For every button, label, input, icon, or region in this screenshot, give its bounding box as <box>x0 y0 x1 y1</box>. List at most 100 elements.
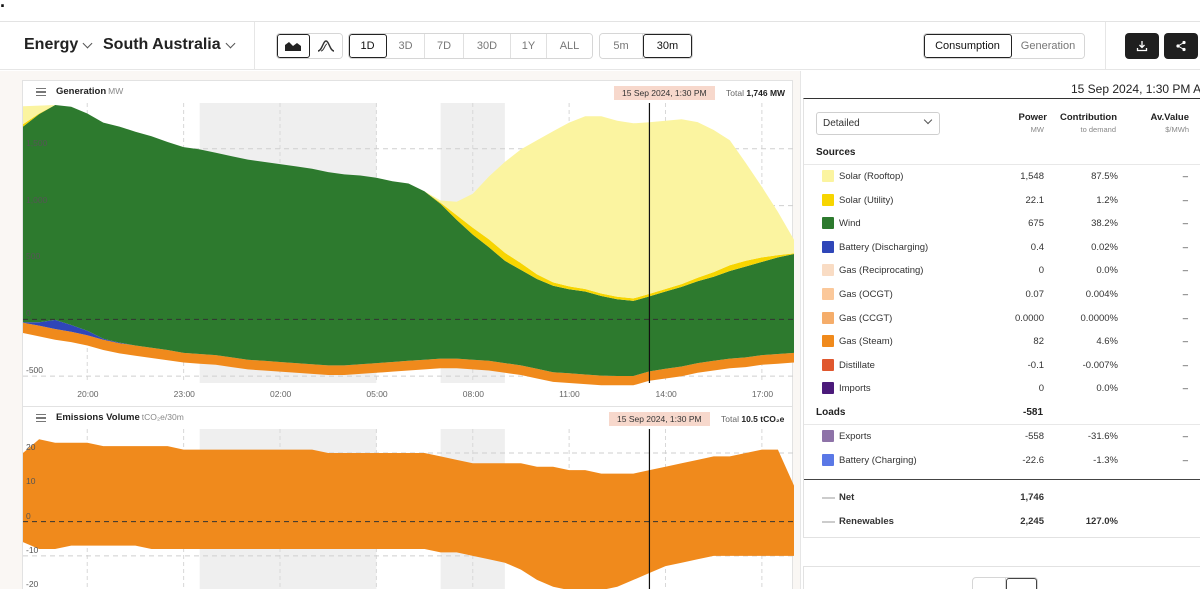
y-tick-label: -10 <box>26 544 39 555</box>
contribution-value: 0.0000% <box>1080 312 1118 324</box>
renewables-label: Renewables <box>839 516 894 527</box>
source-name: Gas (Steam) <box>839 336 893 348</box>
source-row[interactable]: Gas (CCGT) 0.0000 0.0000% – <box>804 307 1200 330</box>
av-value: – <box>1182 218 1188 230</box>
source-row[interactable]: Imports 0 0.0% – <box>804 377 1200 400</box>
range-toggle: 1D 3D 7D 30D 1Y ALL <box>348 33 593 59</box>
divider <box>804 424 1200 425</box>
share-icon <box>1176 40 1186 52</box>
contribution-value: 38.2% <box>1091 218 1118 230</box>
source-row[interactable]: Solar (Rooftop) 1,548 87.5% – <box>804 165 1200 188</box>
power-value: -22.6 <box>1022 454 1044 466</box>
consumption-button[interactable]: Consumption <box>924 34 1012 58</box>
source-row[interactable]: Gas (Steam) 82 4.6% – <box>804 330 1200 353</box>
menu-icon[interactable] <box>36 414 46 422</box>
legend-swatch <box>822 382 834 395</box>
source-name: Imports <box>839 383 871 395</box>
region-select[interactable]: South Australia <box>103 36 236 54</box>
legend-swatch <box>822 240 834 253</box>
x-tick-label: 08:00 <box>462 389 485 399</box>
legend-swatch <box>822 170 834 182</box>
total-label: Total <box>721 414 739 424</box>
list-view-button[interactable] <box>973 578 1006 589</box>
menu-icon[interactable] <box>36 88 46 96</box>
line-chart-icon <box>317 40 335 52</box>
view-select[interactable]: Detailed <box>816 112 940 135</box>
column-power-unit: MW <box>1030 125 1044 134</box>
x-tick-label: 05:00 <box>366 389 388 399</box>
power-value: 22.1 <box>1025 194 1045 206</box>
contribution-value: 0.004% <box>1085 289 1118 300</box>
generation-chart-header: Generation MW 15 Sep 2024, 1:30 PM Total … <box>23 81 792 103</box>
source-row[interactable]: Gas (OCGT) 0.07 0.004% – <box>804 283 1200 306</box>
y-tick-label: -20 <box>26 579 39 589</box>
download-button[interactable] <box>1125 33 1159 59</box>
share-button[interactable] <box>1164 33 1198 59</box>
legend-swatch <box>822 311 834 324</box>
source-name: Gas (Reciprocating) <box>839 265 924 277</box>
load-row[interactable]: Exports -558 -31.6% – <box>804 425 1200 448</box>
source-row[interactable]: Solar (Utility) 22.1 1.2% – <box>804 189 1200 212</box>
chart-title-text: Generation <box>56 86 107 97</box>
emissions-chart-plot[interactable] <box>23 429 794 589</box>
power-value: 1,548 <box>1020 171 1044 182</box>
load-row[interactable]: Battery (Charging) -22.6 -1.3% – <box>804 449 1200 472</box>
contribution-value: 4.6% <box>1096 336 1118 348</box>
emissions-date-badge: 15 Sep 2024, 1:30 PM <box>609 412 710 426</box>
contribution-value: 0.0% <box>1096 383 1118 395</box>
range-all-button[interactable]: ALL <box>547 34 592 58</box>
av-value: – <box>1182 312 1188 324</box>
column-value: Av.Value <box>1150 112 1189 123</box>
area-chart-button[interactable] <box>277 34 310 58</box>
renewables-contribution: 127.0% <box>1085 516 1118 527</box>
pie-view-button[interactable] <box>1005 578 1037 589</box>
range-1y-button[interactable]: 1Y <box>511 34 547 58</box>
power-value: 0 <box>1038 383 1044 395</box>
loads-heading: Loads <box>816 407 846 418</box>
source-name: Exports <box>839 431 872 442</box>
series-area-emissions <box>23 439 794 589</box>
av-value: – <box>1182 454 1188 466</box>
energy-select[interactable]: Energy <box>24 36 93 54</box>
page-title-fragment: . <box>0 0 6 11</box>
range-1d-button[interactable]: 1D <box>349 34 387 58</box>
summary-table: Detailed Power MW Contribution to demand… <box>803 98 1200 538</box>
y-tick-label: 0 <box>26 308 31 319</box>
sources-heading: Sources <box>816 147 856 158</box>
source-name: Solar (Rooftop) <box>839 171 904 182</box>
generation-chart-plot[interactable] <box>23 103 794 408</box>
legend-swatch <box>822 264 834 277</box>
source-name: Solar (Utility) <box>839 194 894 206</box>
source-row[interactable]: Battery (Discharging) 0.4 0.02% – <box>804 236 1200 259</box>
contribution-value: -0.007% <box>1082 359 1118 371</box>
legend-swatch <box>822 335 834 348</box>
av-value: – <box>1182 289 1188 300</box>
column-contribution: Contribution <box>1060 112 1117 123</box>
column-contribution-unit: to demand <box>1080 125 1116 134</box>
av-value: – <box>1182 171 1188 182</box>
renewables-power: 2,245 <box>1020 516 1044 527</box>
contribution-value: 0.0% <box>1096 265 1118 277</box>
range-7d-button[interactable]: 7D <box>425 34 464 58</box>
source-row[interactable]: Gas (Reciprocating) 0 0.0% – <box>804 259 1200 282</box>
emissions-chart-header: Emissions Volume tCO₂e/30m 15 Sep 2024, 1… <box>23 407 792 429</box>
line-chart-button[interactable] <box>310 34 342 58</box>
generation-button[interactable]: Generation <box>1012 34 1084 58</box>
interval-5m-button[interactable]: 5m <box>600 34 643 58</box>
chart-title-text: Emissions Volume <box>56 412 140 423</box>
av-value: – <box>1182 359 1188 371</box>
av-value: – <box>1182 194 1188 206</box>
summary-date: 15 Sep 2024, 1:30 PM AES <box>1071 82 1200 96</box>
x-tick-label: 14:00 <box>655 389 677 399</box>
legend-swatch <box>822 288 834 300</box>
chart-type-toggle <box>276 33 343 59</box>
view-toggle <box>972 577 1038 589</box>
emissions-total: Total 10.5 tCO₂e <box>721 414 784 424</box>
interval-30m-button[interactable]: 30m <box>643 34 692 58</box>
source-row[interactable]: Wind 675 38.2% – <box>804 212 1200 235</box>
range-30d-button[interactable]: 30D <box>464 34 511 58</box>
source-name: Gas (CCGT) <box>839 312 893 324</box>
source-row[interactable]: Distillate -0.1 -0.007% – <box>804 354 1200 377</box>
range-3d-button[interactable]: 3D <box>387 34 425 58</box>
av-value: – <box>1182 336 1188 348</box>
